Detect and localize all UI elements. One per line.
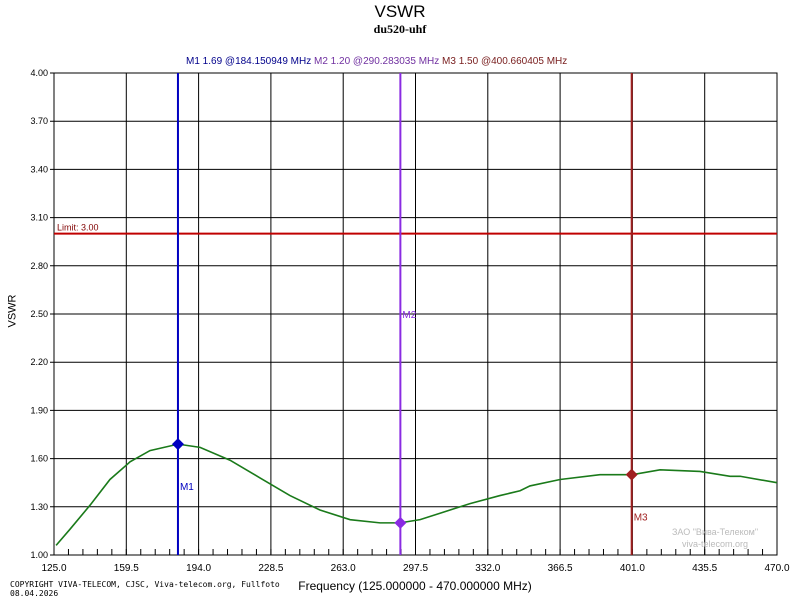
x-tick-label: 332.0 [475,563,500,574]
y-tick-label: 1.90 [30,405,48,415]
y-tick-label: 2.20 [30,357,48,367]
watermark: ЗАО "Вива-Телеком" viva-telecom.org [672,526,758,550]
x-tick-label: 401.0 [620,563,645,574]
x-tick-label: 366.5 [548,563,573,574]
marker-m3-readout: M3 1.50 @400.660405 MHz [442,56,568,67]
marker-point-m2 [394,516,407,529]
limit-label: Limit: 3.00 [57,223,99,233]
x-tick-label: 470.0 [764,563,789,574]
marker-m1-readout: M1 1.69 @184.150949 MHz [186,56,312,67]
watermark-line1: ЗАО "Вива-Телеком" [672,527,759,537]
chart-subtitle: du520-uhf [373,22,427,36]
x-axis-label: Frequency (125.000000 - 470.000000 MHz) [298,579,532,593]
x-tick-label: 435.5 [692,563,717,574]
marker-point-m1 [171,438,184,451]
y-tick-label: 3.40 [30,164,48,174]
x-tick-label: 125.0 [41,563,66,574]
date-text: 08.04.2026 [10,589,59,598]
x-tick-label: 297.5 [403,563,428,574]
y-tick-label: 3.70 [30,116,48,126]
marker-label-m1: M1 [180,482,194,493]
marker-readout: M1 1.69 @184.150949 MHz M2 1.20 @290.283… [186,56,567,67]
y-tick-label: 2.80 [30,261,48,271]
y-tick-label: 1.30 [30,502,48,512]
y-tick-label: 2.50 [30,309,48,319]
x-tick-label: 228.5 [258,563,283,574]
y-tick-label: 1.00 [30,550,48,560]
marker-m2-readout: M2 1.20 @290.283035 MHz [314,56,440,67]
copyright-notice: COPYRIGHT VIVA-TELECOM, CJSC, Viva-telec… [10,580,280,598]
y-tick-label: 4.00 [30,68,48,78]
copyright-text: COPYRIGHT VIVA-TELECOM, CJSC, Viva-telec… [10,580,280,589]
x-tick-label: 194.0 [186,563,211,574]
chart-title: VSWR [374,2,426,21]
y-tick-label: 1.60 [30,454,48,464]
marker-label-m3: M3 [634,513,648,524]
x-tick-label: 263.0 [331,563,356,574]
marker-label-m2: M2 [402,310,416,321]
marker-point-m3 [625,468,638,481]
watermark-line2: viva-telecom.org [682,539,749,549]
x-tick-label: 159.5 [114,563,139,574]
y-tick-label: 3.10 [30,213,48,223]
